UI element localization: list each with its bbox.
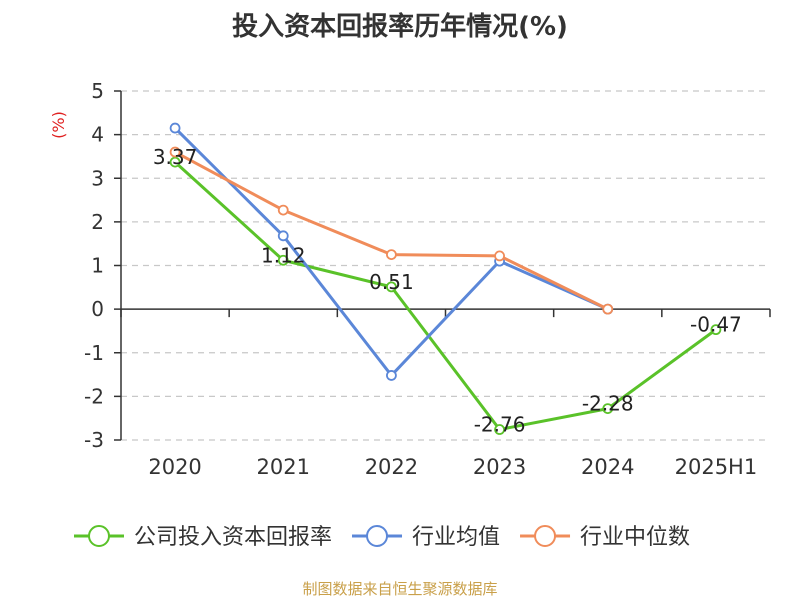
data-label: 3.37 — [153, 145, 198, 169]
legend-item[interactable]: 行业中位数 — [520, 525, 690, 550]
legend[interactable]: 公司投入资本回报率 行业均值 行业中位数 — [74, 525, 690, 550]
y-tick-label: -1 — [84, 341, 104, 365]
data-label: 0.51 — [369, 270, 414, 294]
legend-label: 公司投入资本回报率 — [134, 525, 332, 550]
y-tick-label: 4 — [91, 123, 104, 147]
chart-title: 投入资本回报率历年情况(%) — [232, 12, 568, 42]
data-point — [169, 122, 181, 134]
data-point — [494, 250, 505, 262]
data-label: -0.47 — [690, 313, 742, 337]
data-point — [602, 403, 614, 414]
data-point — [386, 370, 397, 381]
y-tick-label: 1 — [91, 254, 104, 278]
data-label: 1.12 — [261, 243, 306, 267]
data-point — [602, 303, 614, 315]
legend-item[interactable]: 行业均值 — [352, 525, 500, 550]
data-point — [169, 146, 181, 158]
data-point — [494, 424, 505, 435]
x-tick-label: 2021 — [257, 455, 310, 479]
x-tick-label: 2023 — [473, 455, 526, 479]
y-tick-label: 0 — [91, 297, 104, 321]
axes: 5 4 3 2 1 0 -1 -2 -3 (%) 2020 2021 2022 2023 2024 2025H… — [49, 79, 771, 479]
x-tick-label: 2024 — [581, 455, 634, 479]
legend-label: 行业均值 — [412, 525, 500, 550]
x-tick-label: 2025H1 — [675, 455, 758, 479]
data-labels: 3.37 1.12 0.51 -2.76 -2.28 -0.47 — [153, 145, 742, 436]
data-point — [277, 230, 289, 242]
series-lines — [169, 122, 722, 435]
y-axis-label: (%) — [49, 111, 68, 139]
y-tick-label: 2 — [91, 210, 104, 234]
data-point — [169, 156, 181, 168]
data-label: -2.28 — [582, 392, 634, 416]
data-point — [386, 281, 397, 293]
y-tick-label: 3 — [91, 166, 104, 190]
data-point — [386, 249, 397, 260]
x-tick-label: 2022 — [365, 455, 418, 479]
legend-item[interactable]: 公司投入资本回报率 — [74, 525, 332, 550]
y-tick-label: -3 — [84, 428, 104, 452]
y-tick-label: 5 — [91, 79, 104, 103]
data-label: -2.76 — [474, 413, 526, 437]
grid-lines — [121, 90, 770, 441]
x-tick-label: 2020 — [148, 455, 201, 479]
legend-marker — [366, 525, 389, 547]
series-line — [174, 160, 717, 432]
y-tick-label: -2 — [84, 384, 104, 408]
legend-marker — [88, 525, 110, 547]
source-note: 制图数据来自恒生聚源数据库 — [302, 580, 498, 598]
data-point — [710, 324, 722, 336]
legend-marker — [534, 525, 557, 547]
data-point — [277, 204, 289, 216]
legend-label: 行业中位数 — [580, 525, 690, 550]
data-point — [277, 254, 289, 266]
